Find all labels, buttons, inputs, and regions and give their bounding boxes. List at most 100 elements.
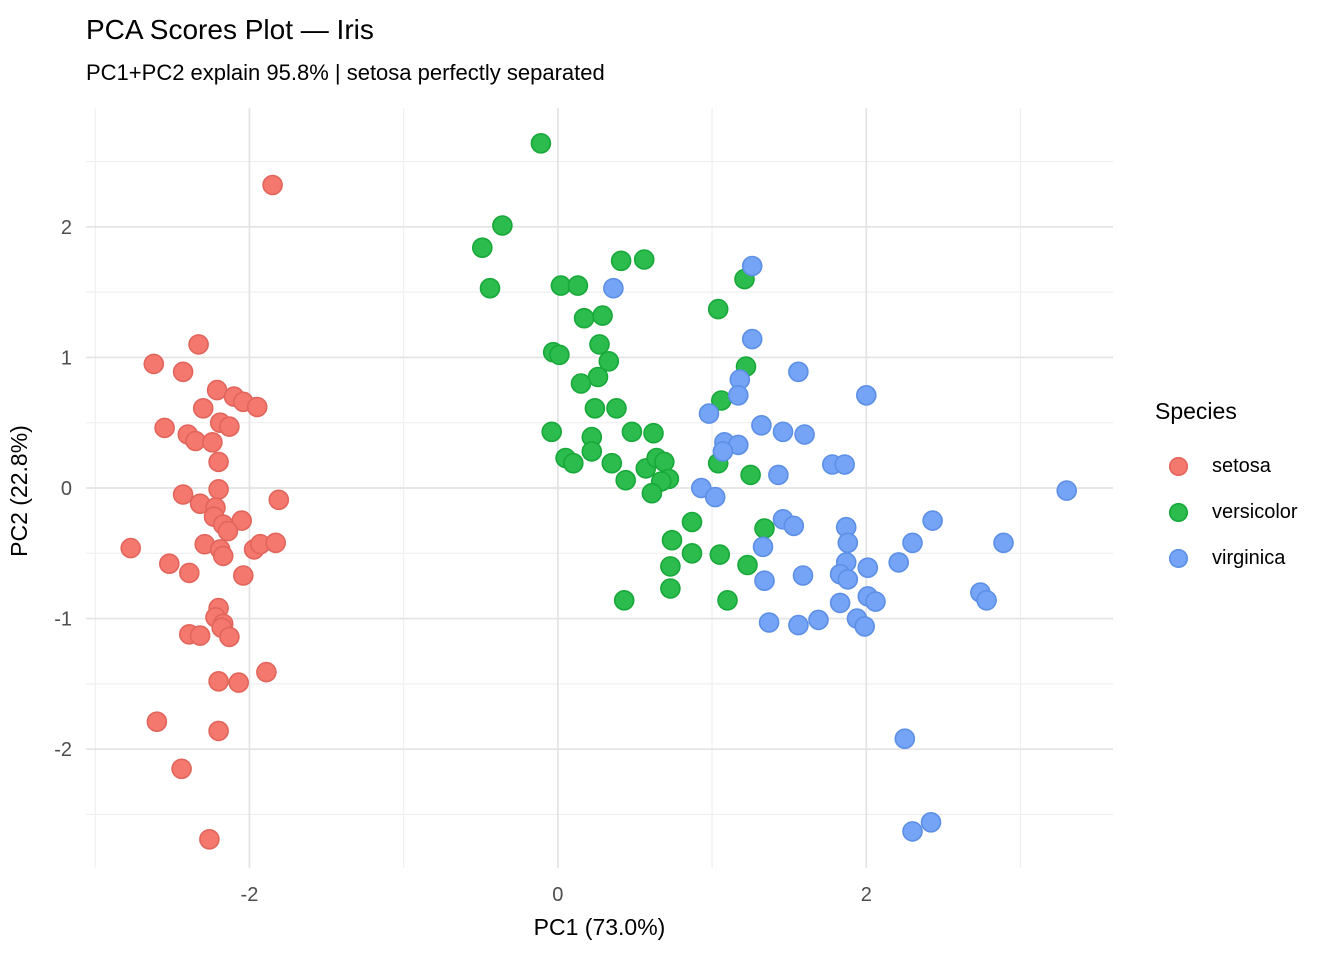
y-tick-label: 0	[61, 478, 72, 500]
data-point-setosa	[185, 430, 206, 452]
data-point-virginica	[894, 728, 916, 750]
data-point-versicolor	[530, 133, 552, 154]
data-point-setosa	[256, 661, 277, 683]
x-tick-label: 2	[861, 884, 872, 906]
data-point-versicolor	[707, 298, 729, 320]
data-point-virginica	[741, 255, 763, 277]
plot-subtitle: PC1+PC2 explain 95.8% | setosa perfectly…	[86, 60, 605, 85]
y-tick-label: 2	[61, 217, 72, 239]
data-point-versicolor	[573, 307, 595, 329]
legend-label: virginica	[1212, 546, 1286, 569]
data-point-virginica	[922, 510, 943, 531]
data-point-versicolor	[549, 344, 570, 366]
data-point-versicolor	[660, 556, 681, 577]
data-point-virginica	[788, 361, 809, 383]
data-point-virginica	[751, 414, 772, 436]
data-point-versicolor	[717, 589, 738, 611]
data-point-setosa	[159, 553, 180, 575]
data-point-virginica	[976, 589, 997, 611]
data-point-virginica	[783, 515, 805, 537]
data-point-virginica	[902, 532, 923, 554]
data-point-versicolor	[598, 350, 620, 372]
data-point-virginica	[854, 616, 876, 637]
data-point-virginica	[855, 384, 877, 406]
data-point-setosa	[208, 720, 229, 742]
data-point-setosa	[212, 545, 234, 567]
data-point-setosa	[233, 565, 254, 586]
data-point-setosa	[154, 417, 175, 439]
plot-title: PCA Scores Plot — Iris	[86, 14, 374, 45]
legend-item-versicolor: versicolor	[1155, 489, 1298, 535]
data-point-virginica	[788, 614, 809, 636]
data-point-versicolor	[633, 249, 655, 270]
data-point-versicolor	[570, 373, 592, 394]
data-point-setosa	[265, 532, 287, 554]
virginica-point-icon	[1169, 548, 1188, 568]
data-point-virginica	[794, 424, 815, 445]
setosa-point-icon	[1169, 456, 1188, 476]
data-point-versicolor	[737, 554, 758, 576]
data-point-virginica	[698, 403, 720, 424]
data-point-versicolor	[641, 482, 663, 504]
data-point-virginica	[808, 609, 829, 631]
data-point-virginica	[829, 592, 851, 614]
data-point-versicolor	[661, 529, 683, 551]
data-point-virginica	[758, 612, 780, 633]
data-point-virginica	[888, 552, 910, 573]
data-point-versicolor	[492, 215, 513, 236]
data-point-virginica	[837, 532, 859, 554]
data-point-versicolor	[471, 237, 493, 258]
data-point-versicolor	[754, 518, 775, 539]
data-point-virginica	[752, 536, 774, 558]
data-point-versicolor	[610, 250, 632, 272]
data-point-setosa	[192, 397, 214, 419]
data-point-virginica	[712, 441, 734, 462]
data-point-versicolor	[621, 421, 643, 443]
y-tick-label: -2	[54, 739, 72, 761]
data-point-setosa	[120, 537, 141, 559]
data-point-setosa	[143, 353, 165, 375]
data-point-virginica	[993, 532, 1014, 554]
data-point-versicolor	[653, 451, 675, 473]
legend-label: setosa	[1212, 454, 1271, 477]
data-point-virginica	[704, 486, 726, 508]
data-point-setosa	[188, 334, 209, 355]
data-point-versicolor	[740, 464, 761, 486]
data-point-versicolor	[681, 511, 703, 533]
data-point-versicolor	[479, 277, 501, 299]
data-point-virginica	[837, 569, 859, 590]
x-axis-title: PC1 (73.0%)	[533, 914, 666, 940]
data-point-versicolor	[584, 397, 606, 419]
data-point-versicolor	[592, 305, 613, 326]
data-point-setosa	[262, 174, 283, 196]
y-tick-label: -1	[54, 609, 72, 631]
data-point-setosa	[208, 478, 229, 500]
species-legend: Species setosa versicolor virginica	[1155, 398, 1298, 581]
data-point-versicolor	[606, 397, 627, 419]
data-point-setosa	[199, 828, 220, 850]
data-point-setosa	[202, 431, 223, 453]
data-point-versicolor	[615, 469, 637, 491]
data-point-virginica	[741, 328, 763, 350]
data-point-virginica	[834, 454, 856, 475]
data-point-virginica	[603, 277, 624, 299]
data-point-versicolor	[589, 334, 610, 355]
data-point-virginica	[865, 591, 886, 612]
data-point-setosa	[208, 670, 229, 692]
data-point-setosa	[179, 562, 200, 584]
data-point-versicolor	[587, 366, 609, 388]
y-tick-label: 1	[61, 347, 72, 369]
legend-item-setosa: setosa	[1155, 443, 1298, 489]
data-point-versicolor	[601, 452, 623, 474]
data-point-setosa	[228, 672, 249, 693]
data-point-setosa	[208, 451, 229, 473]
data-point-versicolor	[660, 578, 681, 599]
data-point-versicolor	[709, 544, 731, 565]
data-point-versicolor	[562, 452, 584, 474]
data-point-setosa	[219, 416, 240, 437]
data-point-setosa	[219, 626, 240, 648]
y-axis-title: PC2 (22.8%)	[6, 425, 32, 557]
data-point-versicolor	[613, 589, 635, 611]
legend-title: Species	[1155, 398, 1237, 424]
